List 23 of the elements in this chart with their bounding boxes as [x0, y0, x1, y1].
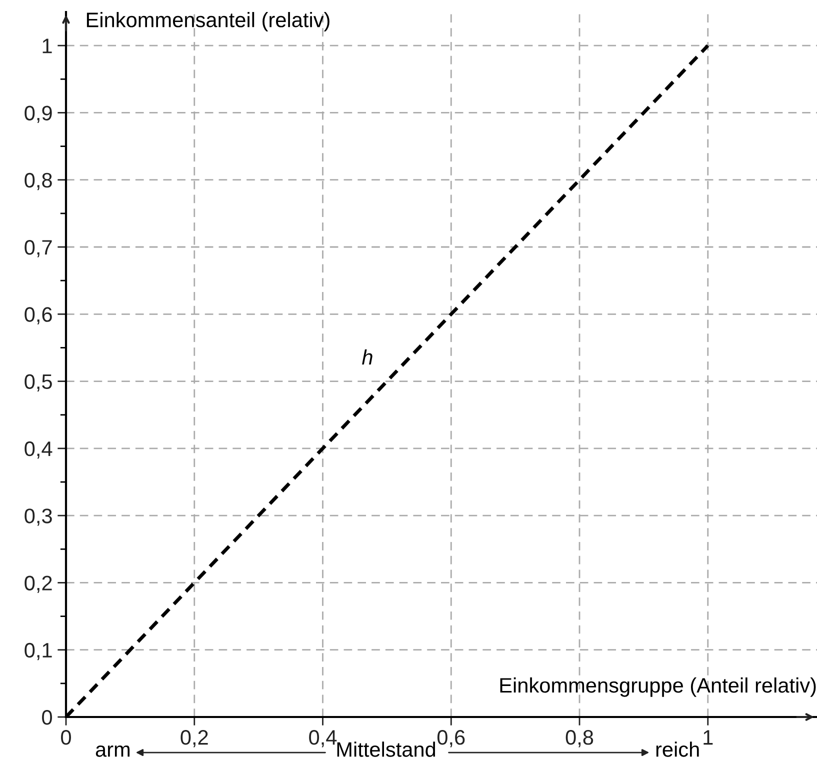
- y-tick-label: 0,4: [24, 441, 52, 459]
- y-tick-label: 0,1: [24, 642, 52, 660]
- y-tick-label: 0,5: [24, 374, 52, 392]
- x-axis-title: Einkommensgruppe (Anteil relativ): [500, 677, 816, 697]
- y-tick-label: 0: [42, 710, 52, 725]
- y-tick-label: 0,8: [24, 172, 52, 190]
- y-tick-label: 0,3: [24, 508, 52, 526]
- y-tick-label: 0,2: [24, 576, 52, 593]
- text: Mittelstand: [337, 742, 436, 757]
- text: reich: [656, 742, 699, 757]
- y-tick-label: 0,7: [24, 240, 52, 258]
- x-tick-label: 0,4: [309, 730, 337, 748]
- x-tick-label: 0,2: [180, 730, 208, 748]
- y-axis-title: Einkommensanteil (relativ): [86, 12, 330, 32]
- x-tick-label: 0,6: [437, 730, 465, 748]
- x-tick-label: 1: [704, 730, 713, 745]
- series-label: h: [362, 349, 372, 364]
- x-tick-label: 0: [61, 730, 71, 745]
- text: arm: [96, 745, 130, 757]
- y-tick-label: 1: [42, 38, 52, 54]
- y-tick-label: 0,9: [24, 106, 52, 123]
- y-tick-label: 0,6: [24, 307, 52, 324]
- x-tick-label: 0,8: [566, 730, 594, 748]
